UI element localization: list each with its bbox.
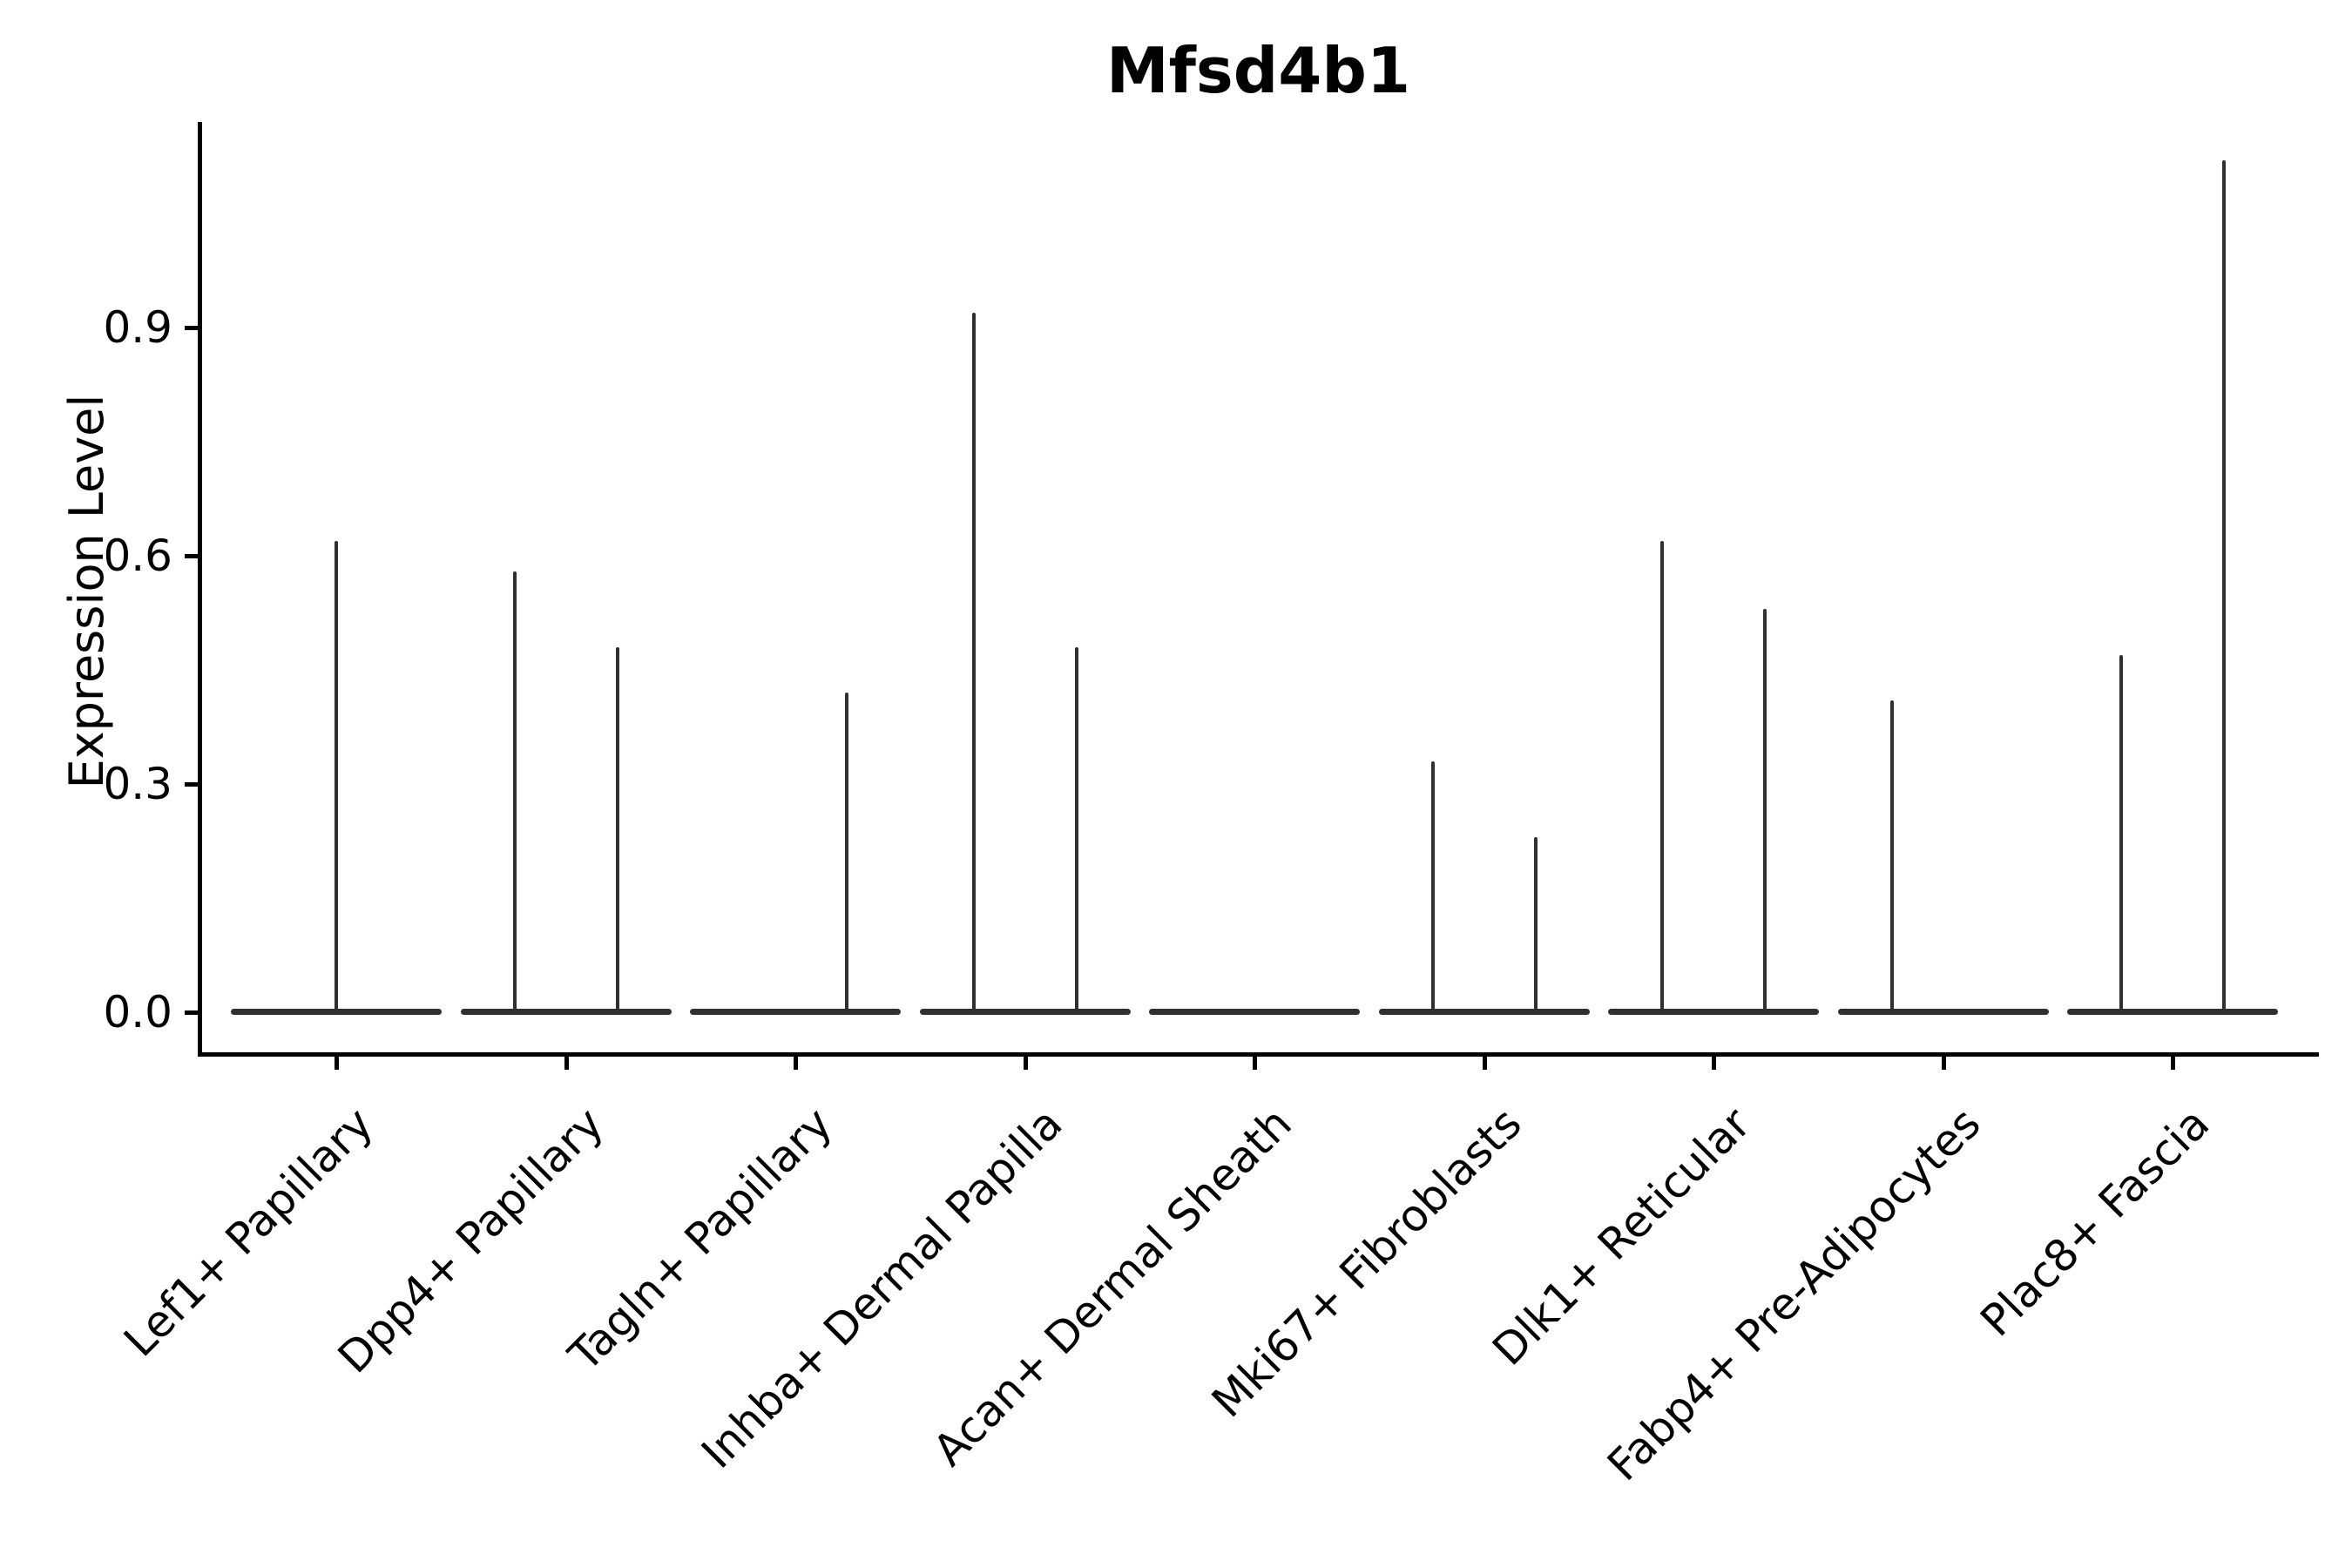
violin-spike-center [335, 541, 338, 1014]
y-axis-line [198, 122, 202, 1057]
violin-spike-left [1431, 761, 1435, 1014]
y-tick-label: 0.3 [103, 759, 172, 809]
violin-spike-right [2222, 160, 2226, 1014]
x-tick-mark [335, 1057, 339, 1070]
violin-spike-left [972, 313, 976, 1014]
x-tick-mark [1253, 1057, 1257, 1070]
violin-base [920, 1009, 1131, 1015]
x-tick-mark [1712, 1057, 1716, 1070]
y-tick-mark [185, 554, 198, 558]
violin-spike-right [845, 693, 848, 1014]
violin-spike-left [1660, 541, 1664, 1014]
y-tick-mark [185, 1010, 198, 1015]
violin-base [2067, 1009, 2278, 1015]
y-axis-label: Expression Level [59, 394, 114, 789]
y-tick-mark [185, 326, 198, 330]
x-tick-mark [1024, 1057, 1028, 1070]
violin-base [1838, 1009, 2049, 1015]
y-tick-label: 0.6 [103, 531, 172, 581]
x-tick-mark [564, 1057, 569, 1070]
violin-base [690, 1009, 901, 1015]
x-tick-mark [794, 1057, 798, 1070]
violin-base [1379, 1009, 1590, 1015]
x-tick-label: Lef1+ Papillary [114, 1098, 383, 1367]
violin-base [461, 1009, 672, 1015]
y-tick-label: 0.9 [103, 302, 172, 353]
x-tick-mark [1483, 1057, 1487, 1070]
violin-spike-right [1763, 609, 1767, 1014]
x-axis-line [198, 1052, 2319, 1057]
x-tick-mark [1942, 1057, 1946, 1070]
violin-spike-left [1890, 700, 1894, 1014]
y-tick-label: 0.0 [103, 987, 172, 1037]
violin-spike-right [1075, 647, 1078, 1014]
violin-spike-left [513, 571, 517, 1014]
chart-title: Mfsd4b1 [1105, 34, 1411, 107]
violin-spike-left [2119, 655, 2123, 1014]
x-tick-label: Plac8+ Fascia [1970, 1098, 2220, 1347]
y-tick-mark [185, 782, 198, 787]
x-tick-mark [2171, 1057, 2175, 1070]
violin-spike-right [616, 647, 619, 1014]
x-tick-label: Fabp4+ Pre-Adipocytes [1598, 1098, 1990, 1491]
violin-base [1149, 1009, 1360, 1015]
violin-base [1608, 1009, 1819, 1015]
violin-spike-right [1534, 837, 1538, 1014]
